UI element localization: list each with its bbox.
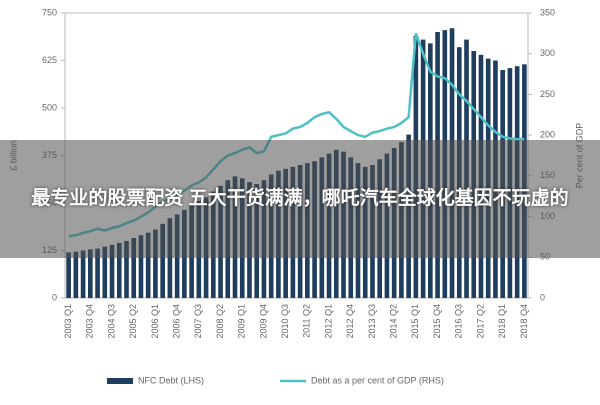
x-tick-label: 2015 Q4 (432, 304, 442, 339)
legend-label: NFC Debt (LHS) (138, 375, 204, 385)
bar (138, 235, 144, 298)
x-tick-label: 2011 Q2 (302, 304, 312, 338)
x-tick-label: 2009 Q4 (258, 304, 268, 339)
x-tick-label: 2006 Q4 (172, 304, 182, 339)
bar (160, 223, 165, 298)
y2-tick-label: 250 (540, 89, 555, 99)
y2-tick-label: 350 (540, 7, 555, 17)
x-tick-label: 2013 Q3 (367, 304, 377, 339)
x-tick-label: 2008 Q2 (215, 304, 225, 339)
bar (66, 252, 71, 298)
x-tick-label: 2016 Q3 (454, 304, 464, 339)
bar (116, 242, 122, 298)
x-tick-label: 2012 Q1 (323, 304, 333, 339)
banner-text: 最专业的股票配资 五大干货满满，哪吒汽车全球化基因不玩虚的 (31, 188, 569, 209)
bar (145, 232, 151, 298)
bar (124, 241, 129, 298)
legend-label: Debt as a per cent of GDP (RHS) (311, 375, 444, 385)
x-tick-label: 2017 Q2 (475, 304, 485, 339)
x-tick-label: 2012 Q4 (345, 304, 355, 339)
y-tick-label: 0 (52, 292, 57, 302)
bar (131, 237, 137, 298)
bar (167, 218, 173, 298)
x-tick-label: 2015 Q1 (410, 304, 420, 339)
y-tick-label: 625 (42, 55, 57, 65)
bar (153, 229, 158, 298)
bar (80, 250, 86, 298)
x-tick-label: 2003 Q4 (85, 304, 95, 339)
x-tick-label: 2007 Q3 (193, 304, 203, 339)
y2-tick-label: 200 (540, 130, 555, 140)
x-tick-label: 2018 Q1 (497, 304, 507, 339)
bar (102, 246, 108, 298)
x-tick-label: 2018 Q4 (519, 304, 529, 339)
y-tick-label: 750 (42, 7, 57, 17)
x-tick-label: 2003 Q1 (63, 304, 73, 339)
x-tick-label: 2009 Q1 (237, 304, 247, 339)
bar (95, 248, 100, 298)
banner: 最专业的股票配资 五大干货满满，哪吒汽车全球化基因不玩虚的 (0, 140, 600, 258)
bar (88, 249, 93, 298)
x-tick-label: 2005 Q2 (128, 304, 138, 339)
x-tick-label: 2014 Q2 (389, 304, 399, 339)
bar (109, 244, 115, 298)
x-tick-label: 2006 Q1 (150, 304, 160, 339)
x-tick-label: 2010 Q3 (280, 304, 290, 339)
y2-tick-label: 300 (540, 48, 555, 58)
y2-tick-label: 0 (540, 292, 545, 302)
y-tick-label: 500 (42, 102, 57, 112)
bar (73, 251, 79, 298)
x-tick-label: 2004 Q3 (106, 304, 116, 339)
legend-swatch (107, 378, 133, 384)
